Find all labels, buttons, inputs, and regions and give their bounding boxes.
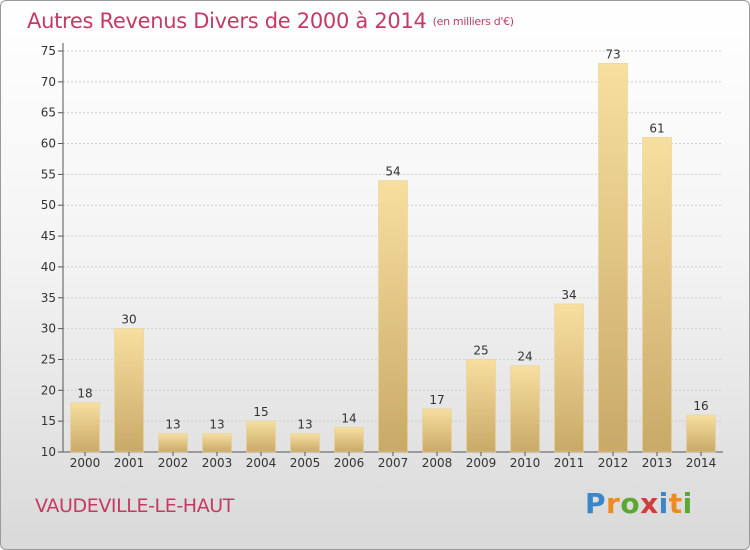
y-tick-label: 45 bbox=[41, 229, 56, 243]
y-tick-label: 40 bbox=[41, 260, 56, 274]
bar bbox=[70, 402, 100, 453]
x-tick-label: 2010 bbox=[510, 456, 541, 470]
bar bbox=[510, 365, 540, 453]
data-label: 15 bbox=[253, 405, 268, 419]
data-label: 61 bbox=[649, 121, 664, 135]
x-tick-label: 2008 bbox=[422, 456, 453, 470]
commune-name: VAUDEVILLE-LE-HAUT bbox=[35, 495, 234, 517]
y-tick-label: 30 bbox=[41, 322, 56, 336]
bar bbox=[290, 433, 320, 453]
x-tick-label: 2012 bbox=[598, 456, 629, 470]
chart-title: Autres Revenus Divers de 2000 à 2014 (en … bbox=[27, 9, 514, 33]
logo-letter: i bbox=[682, 487, 693, 520]
x-tick-label: 2003 bbox=[202, 456, 233, 470]
data-label: 13 bbox=[297, 417, 312, 431]
y-tick-label: 65 bbox=[41, 106, 56, 120]
y-tick-label: 50 bbox=[41, 198, 56, 212]
data-label: 54 bbox=[385, 165, 400, 179]
data-label: 13 bbox=[209, 417, 224, 431]
chart-title-text: Autres Revenus Divers de 2000 à 2014 bbox=[27, 9, 427, 33]
logo-letter: P bbox=[585, 487, 607, 520]
y-tick-label: 25 bbox=[41, 352, 56, 366]
proxiti-logo: Proxiti bbox=[585, 487, 693, 520]
bar bbox=[114, 328, 144, 453]
data-label: 14 bbox=[341, 411, 356, 425]
bar bbox=[466, 359, 496, 453]
bar bbox=[246, 420, 276, 453]
logo-letter: r bbox=[606, 487, 621, 520]
x-tick-label: 2004 bbox=[246, 456, 277, 470]
bar bbox=[642, 137, 672, 453]
y-tick-label: 75 bbox=[41, 44, 56, 58]
y-tick-label: 70 bbox=[41, 75, 56, 89]
x-tick-label: 2001 bbox=[114, 456, 145, 470]
x-tick-label: 2000 bbox=[70, 456, 101, 470]
y-tick-label: 15 bbox=[41, 414, 56, 428]
y-tick-label: 20 bbox=[41, 383, 56, 397]
logo-letter: t bbox=[668, 487, 683, 520]
bar bbox=[378, 180, 408, 453]
bar bbox=[686, 414, 716, 453]
x-tick-label: 2011 bbox=[554, 456, 585, 470]
y-tick-label: 10 bbox=[41, 445, 56, 459]
x-tick-label: 2014 bbox=[686, 456, 717, 470]
x-tick-label: 2002 bbox=[158, 456, 189, 470]
data-label: 25 bbox=[473, 343, 488, 357]
data-label: 13 bbox=[165, 417, 180, 431]
y-tick-label: 60 bbox=[41, 137, 56, 151]
data-label: 24 bbox=[517, 350, 532, 364]
bar bbox=[202, 433, 232, 453]
bar bbox=[422, 408, 452, 453]
data-label: 18 bbox=[77, 387, 92, 401]
logo-letter: x bbox=[640, 487, 659, 520]
logo-letter: i bbox=[658, 487, 669, 520]
x-tick-label: 2007 bbox=[378, 456, 409, 470]
data-label: 73 bbox=[605, 47, 620, 61]
bar bbox=[334, 427, 364, 453]
chart-unit: (en milliers d'€) bbox=[432, 15, 514, 28]
bar bbox=[598, 63, 628, 453]
x-tick-label: 2013 bbox=[642, 456, 673, 470]
x-tick-label: 2009 bbox=[466, 456, 497, 470]
data-label: 16 bbox=[693, 399, 708, 413]
y-tick-label: 55 bbox=[41, 167, 56, 181]
y-tick-label: 35 bbox=[41, 291, 56, 305]
data-label: 30 bbox=[121, 313, 136, 327]
logo-letter: o bbox=[620, 487, 641, 520]
bar bbox=[158, 433, 188, 453]
data-label: 34 bbox=[561, 288, 576, 302]
x-tick-label: 2005 bbox=[290, 456, 321, 470]
bar bbox=[554, 303, 584, 453]
data-label: 17 bbox=[429, 393, 444, 407]
x-tick-label: 2006 bbox=[334, 456, 365, 470]
